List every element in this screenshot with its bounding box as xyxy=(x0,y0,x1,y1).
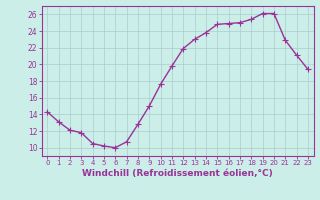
X-axis label: Windchill (Refroidissement éolien,°C): Windchill (Refroidissement éolien,°C) xyxy=(82,169,273,178)
